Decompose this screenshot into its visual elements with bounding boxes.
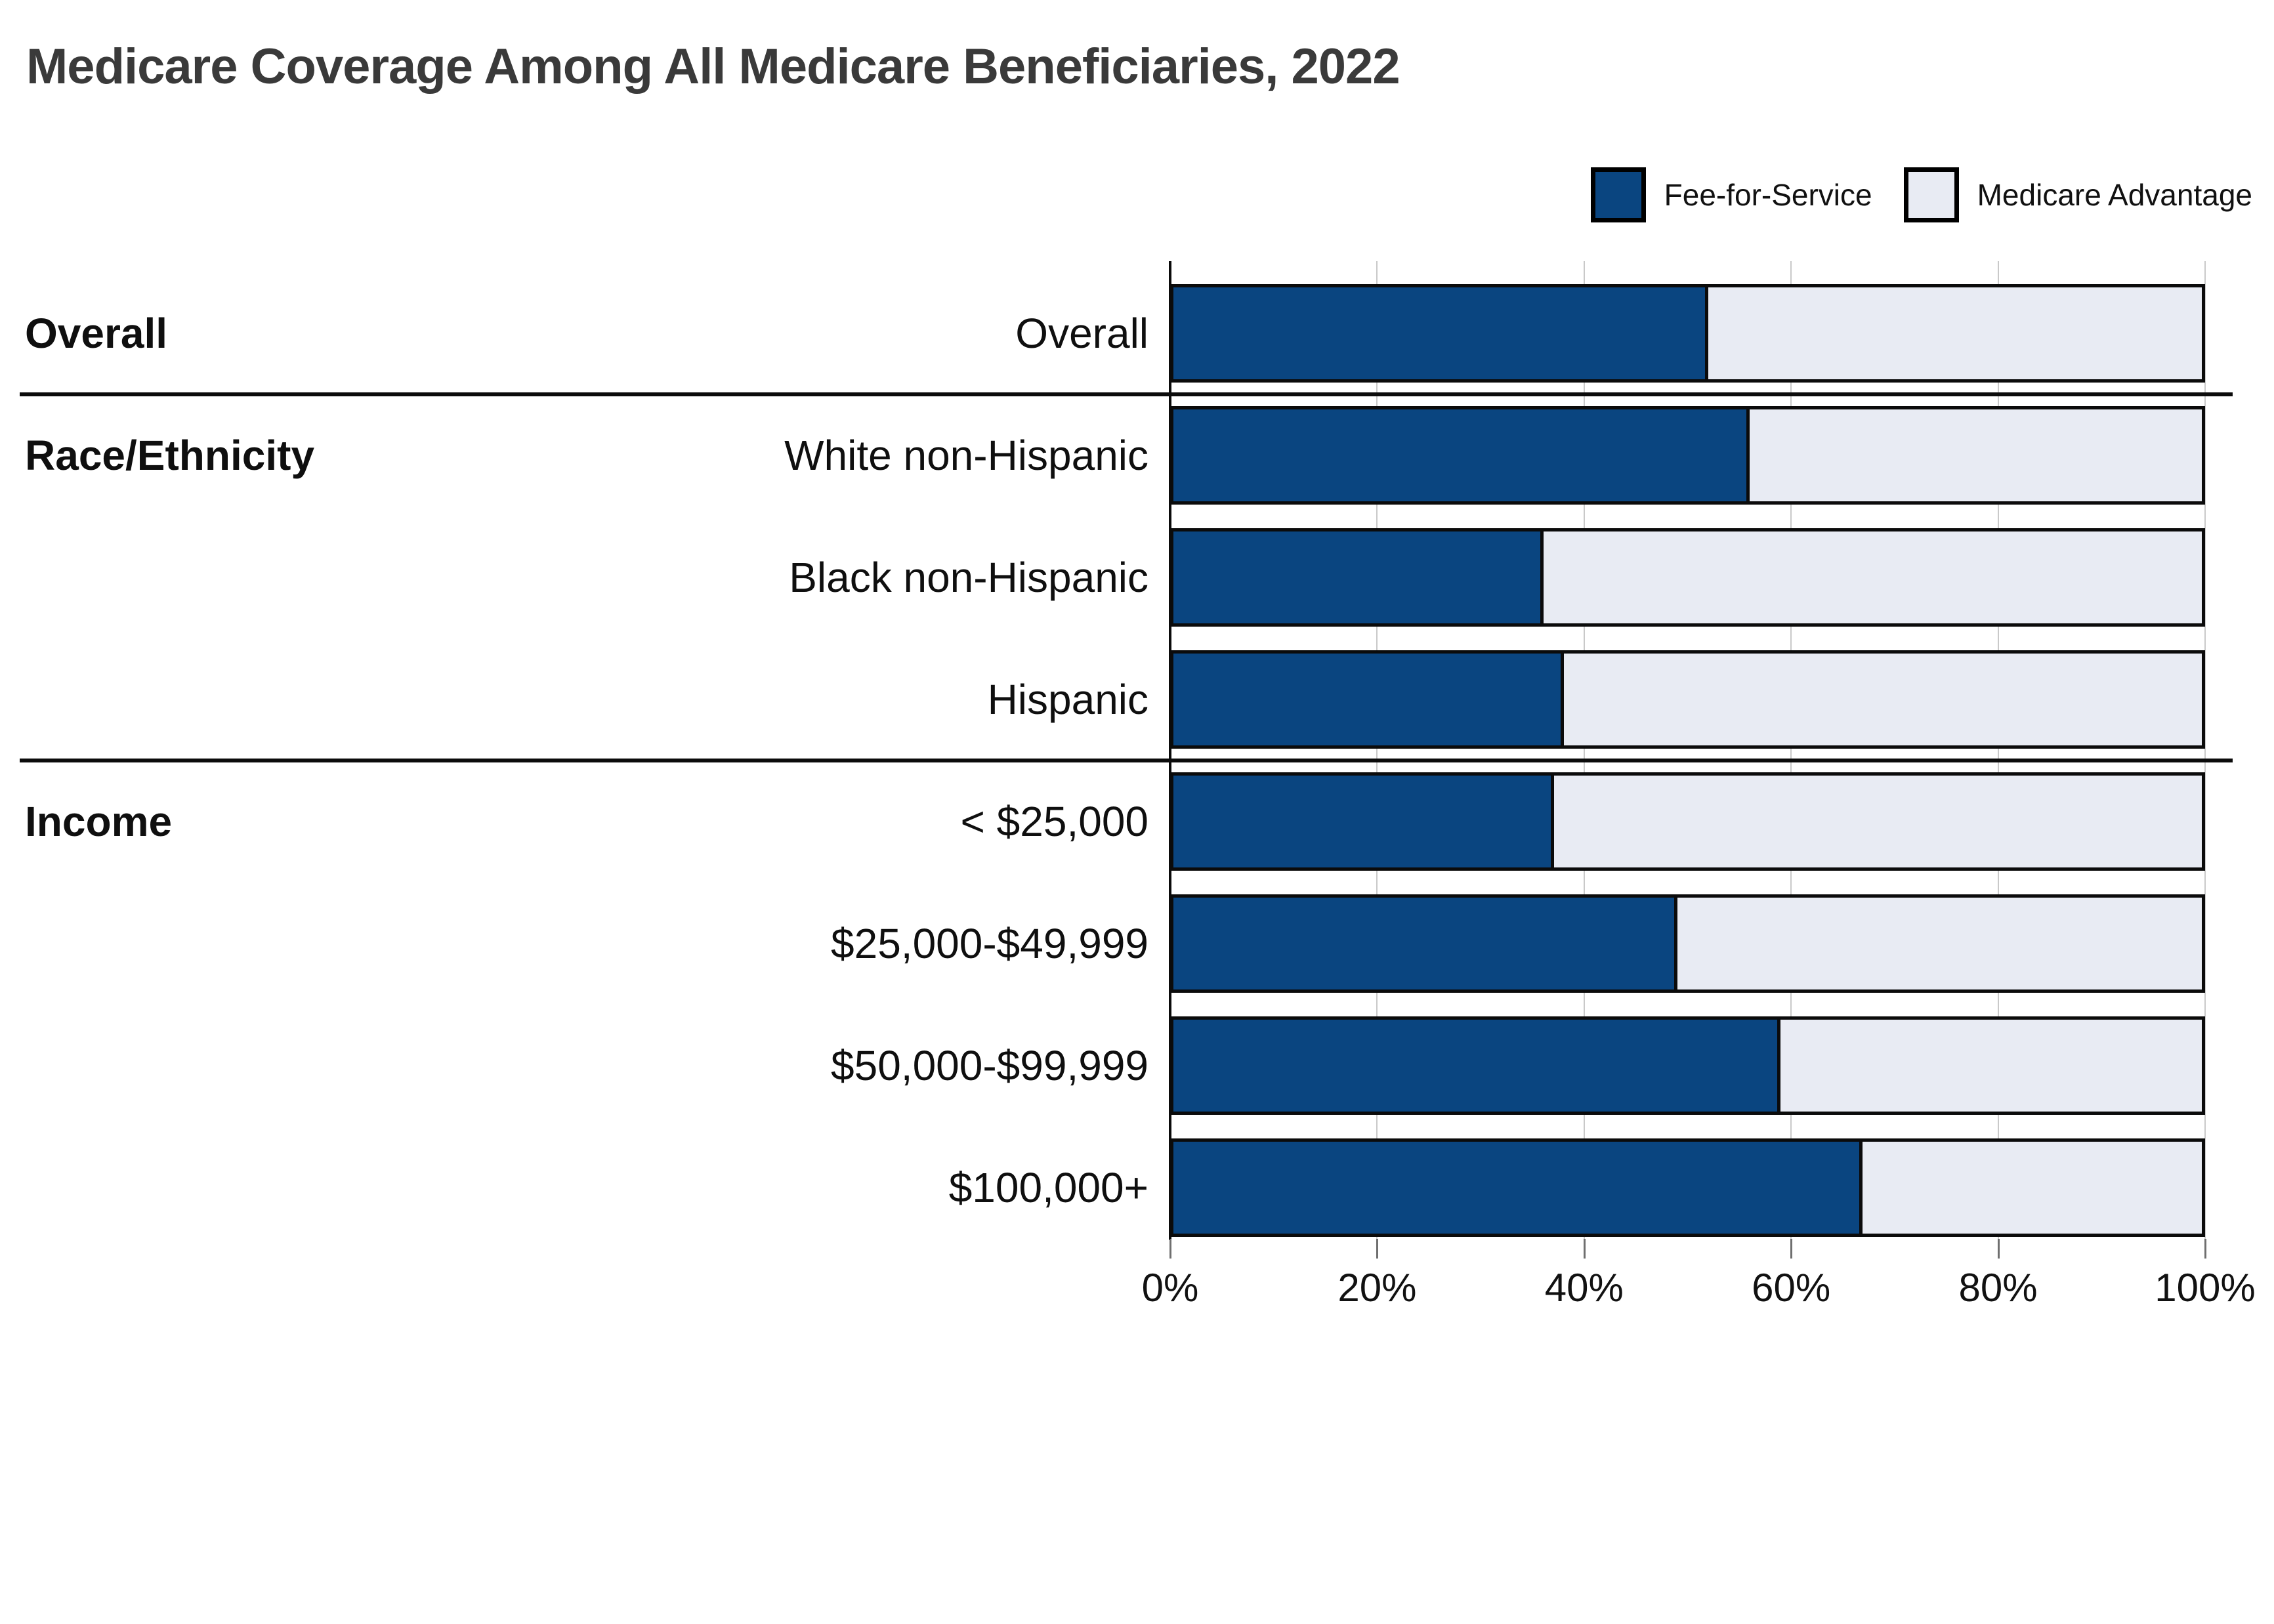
row-label-4: Hispanic	[987, 676, 1148, 723]
row-label-5: < $25,000	[960, 798, 1149, 845]
gridline-80	[1997, 261, 1999, 1240]
row-label-2: White non-Hispanic	[784, 432, 1148, 479]
group-label: Overall	[25, 310, 168, 357]
section-separator	[20, 759, 2233, 762]
legend-label-fee-for-service: Fee-for-Service	[1664, 178, 1872, 212]
x-axis-tick-label-0: 0%	[1141, 1266, 1199, 1310]
legend-item-fee-for-service: Fee-for-Service	[1590, 167, 1872, 222]
row-label-1: Overall	[1015, 310, 1148, 357]
row-label-6: $25,000-$49,999	[831, 920, 1148, 967]
legend-label-medicare-advantage: Medicare Advantage	[1977, 178, 2252, 212]
bar-segment-fee-for-service	[1173, 1020, 1780, 1112]
x-axis-tick-60	[1790, 1239, 1793, 1259]
bar-row-5	[1170, 772, 2205, 871]
x-axis-tick-0	[1169, 1239, 1171, 1259]
bar-segment-fee-for-service	[1173, 409, 1750, 501]
bar-row-8	[1170, 1138, 2205, 1237]
bar-segment-fee-for-service	[1173, 1142, 1863, 1234]
chart-title: Medicare Coverage Among All Medicare Ben…	[26, 39, 1400, 94]
x-axis-tick-label-40: 40%	[1544, 1266, 1624, 1310]
bar-segment-medicare-advantage	[1862, 1142, 2202, 1234]
row-label-3: Black non-Hispanic	[789, 554, 1148, 601]
legend: Fee-for-Service Medicare Advantage	[1590, 167, 2252, 223]
bar-row-2	[1170, 406, 2205, 505]
legend-swatch-fee-for-service	[1590, 167, 1646, 222]
gridline-20	[1376, 261, 1378, 1240]
bar-segment-medicare-advantage	[1780, 1020, 2202, 1112]
bar-segment-fee-for-service	[1173, 776, 1554, 867]
group-label: Race/Ethnicity	[25, 432, 315, 479]
bar-row-7	[1170, 1016, 2205, 1115]
bar-segment-medicare-advantage	[1708, 287, 2202, 379]
bar-segment-medicare-advantage	[1749, 409, 2202, 501]
bar-segment-fee-for-service	[1173, 654, 1565, 745]
x-axis-tick-label-20: 20%	[1337, 1266, 1417, 1310]
gridline-40	[1583, 261, 1585, 1240]
legend-item-medicare-advantage: Medicare Advantage	[1903, 167, 2252, 222]
x-axis-tick-100	[2204, 1239, 2206, 1259]
bar-row-3	[1170, 528, 2205, 627]
x-axis-tick-80	[1997, 1239, 2000, 1259]
gridline-60	[1790, 261, 1792, 1240]
x-axis-tick-label-60: 60%	[1752, 1266, 1831, 1310]
bar-row-6	[1170, 894, 2205, 993]
gridline-100	[2204, 261, 2206, 1240]
bar-segment-fee-for-service	[1173, 898, 1677, 989]
bar-segment-medicare-advantage	[1553, 776, 2202, 867]
bar-segment-medicare-advantage	[1677, 898, 2202, 989]
bar-segment-fee-for-service	[1173, 287, 1708, 379]
row-label-7: $50,000-$99,999	[831, 1042, 1148, 1089]
section-separator	[20, 392, 2233, 396]
x-axis-tick-20	[1376, 1239, 1379, 1259]
bar-row-4	[1170, 650, 2205, 749]
bar-segment-medicare-advantage	[1544, 531, 2202, 623]
x-axis-tick-label-80: 80%	[1958, 1266, 2038, 1310]
x-axis-tick-40	[1583, 1239, 1586, 1259]
bar-segment-medicare-advantage	[1564, 654, 2202, 745]
legend-swatch-medicare-advantage	[1903, 167, 1959, 222]
group-label: Income	[25, 798, 173, 845]
row-label-8: $100,000+	[948, 1164, 1148, 1211]
x-axis-tick-label-100: 100%	[2155, 1266, 2256, 1310]
y-axis-line	[1169, 261, 1171, 1240]
bar-segment-fee-for-service	[1173, 531, 1544, 623]
bar-row-1	[1170, 284, 2205, 383]
